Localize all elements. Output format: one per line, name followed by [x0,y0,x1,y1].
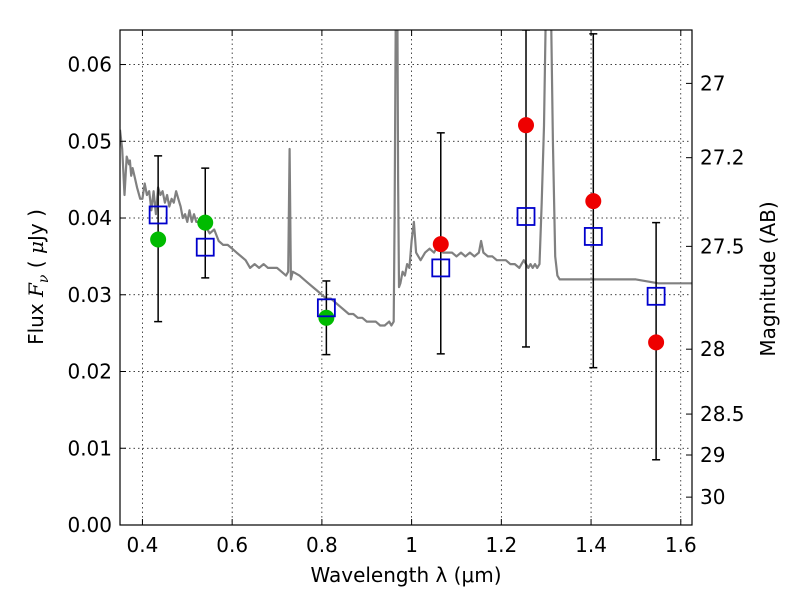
x-tick-label: 1.6 [665,533,697,557]
data-point-circle [648,334,665,351]
y-label-sub: ν [36,274,52,283]
y-tick-label: 0.02 [67,360,112,384]
data-point-square [148,205,168,225]
x-tick-label: 0.4 [127,533,159,557]
plot-frame [119,29,693,526]
data-point-square [431,258,451,278]
plot-area [120,30,692,525]
y-label-var: F [24,282,48,298]
y2-tick-label: 27 [700,71,725,95]
y2-tick-label: 30 [700,485,725,509]
data-point-circle [518,117,535,134]
y2-axis-label: Magnitude (AB) [756,201,780,356]
y2-axis-ticks: 27 27.2 27.5 28 28.5 29 30 [686,71,745,509]
data-point-square [316,298,336,318]
data-point-square [195,237,215,257]
y-tick-label: 0.04 [67,206,112,230]
data-markers [148,117,666,351]
data-point-circle [150,231,167,248]
data-point-square [583,227,603,246]
y2-tick-label: 28.5 [700,402,745,426]
x-tick-label: 1.4 [575,533,607,557]
data-point-circle [585,193,602,210]
y-tick-label: 0.01 [67,436,112,460]
x-tick-label: 1 [405,533,418,557]
y-label-post: ( [24,254,48,275]
y2-tick-label: 28 [700,337,725,361]
grid [120,30,692,526]
data-point-square [646,286,666,306]
y2-tick-label: 27.2 [700,146,745,170]
y2-tick-label: 29 [700,443,725,467]
y2-tick-label: 27.5 [700,234,745,258]
data-point-circle [432,236,449,253]
y-label-mu: μ [24,241,48,254]
model-spectrum [120,30,692,327]
y-label-pre: Flux [24,297,48,345]
y-axis-label: Flux Fν ( μJy ) [24,209,52,345]
data-point-square [516,207,536,226]
spectrum-line [120,30,692,327]
x-tick-label: 0.6 [216,533,248,557]
y-tick-label: 0.03 [67,283,112,307]
x-axis-label: Wavelength λ (μm) [310,563,501,587]
x-tick-label: 1.2 [485,533,517,557]
x-axis-ticks: 0.4 0.6 0.8 1 1.2 1.4 1.6 [127,30,697,557]
y-axis-ticks: 0.00 0.01 0.02 0.03 0.04 0.05 0.06 [67,53,126,537]
y-tick-label: 0.00 [67,513,112,537]
y-tick-label: 0.06 [67,53,112,77]
data-point-circle [318,309,335,326]
data-point-circle [197,214,214,231]
y-tick-label: 0.05 [67,129,112,153]
y-label-unit: Jy ) [24,209,48,243]
x-tick-label: 0.8 [306,533,338,557]
